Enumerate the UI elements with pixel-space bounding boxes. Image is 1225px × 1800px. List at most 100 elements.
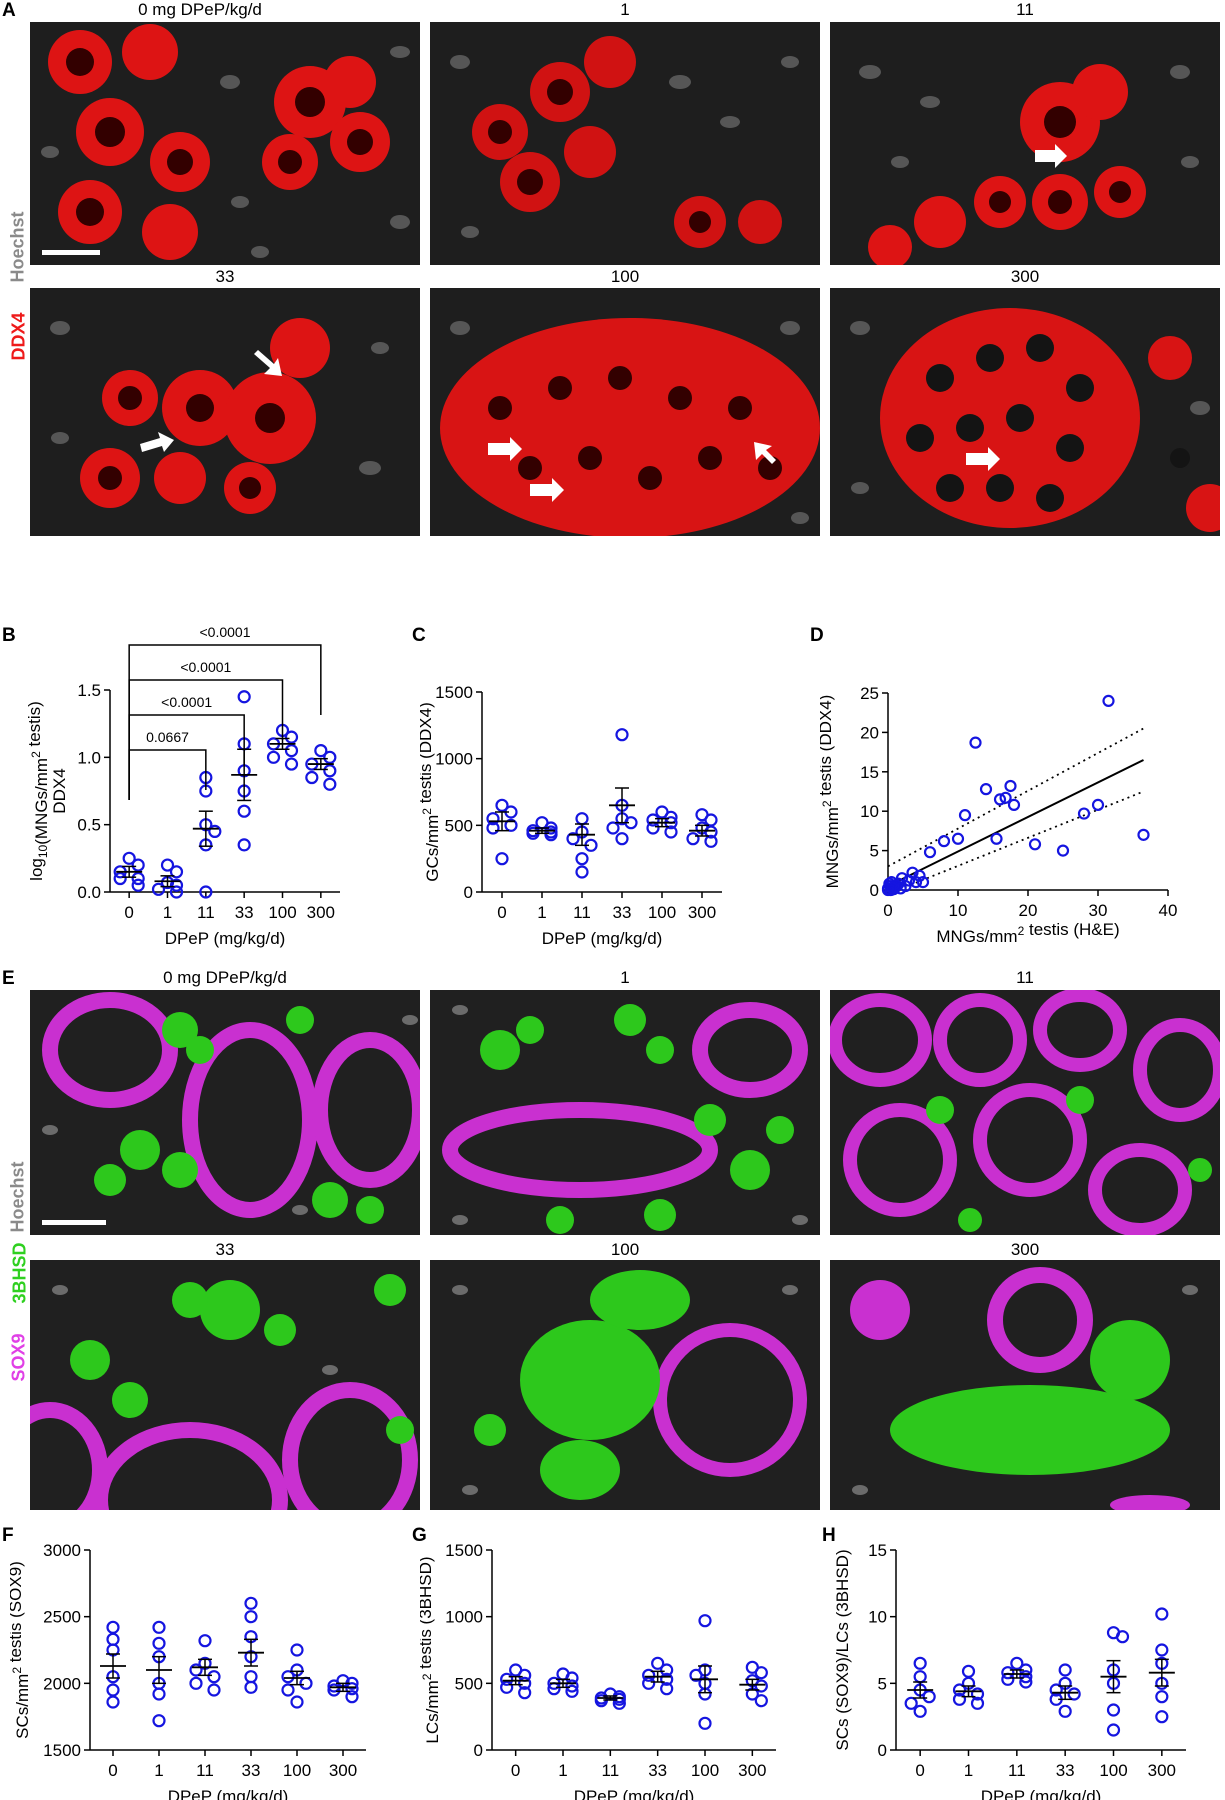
x-tick-label: 100 bbox=[1099, 1761, 1127, 1780]
data-point bbox=[1019, 1670, 1033, 1684]
data-point bbox=[131, 858, 145, 872]
data-point bbox=[958, 809, 972, 822]
x-tick-label: 300 bbox=[688, 903, 716, 922]
data-point bbox=[345, 1690, 359, 1704]
data-point bbox=[704, 825, 718, 839]
data-point bbox=[266, 750, 281, 764]
y-axis-label-2: DDX4 bbox=[50, 768, 69, 813]
y-axis-label: SCs (SOX9)/LCs (3BHSD) bbox=[833, 1549, 852, 1750]
y-tick-label: 500 bbox=[455, 1674, 483, 1693]
data-point bbox=[299, 1676, 313, 1690]
data-point bbox=[131, 871, 145, 886]
data-point bbox=[284, 757, 299, 771]
panel-h-letter: H bbox=[822, 1525, 836, 1546]
data-point bbox=[646, 821, 660, 835]
x-tick-label: 10 bbox=[949, 901, 968, 920]
x-tick-label: 40 bbox=[1159, 901, 1178, 920]
x-tick-label: 0 bbox=[915, 1761, 924, 1780]
data-point bbox=[323, 764, 337, 778]
micrograph-ddx4-4 bbox=[430, 288, 820, 536]
data-point bbox=[961, 1664, 976, 1678]
y-tick-label: 1500 bbox=[445, 1541, 483, 1560]
x-tick-label: 300 bbox=[738, 1761, 766, 1780]
y-tick-label: 1.5 bbox=[77, 681, 101, 700]
panel-a-title-0: 0 mg DPeP/kg/d bbox=[138, 0, 262, 19]
arrow-icon bbox=[754, 442, 776, 464]
data-point bbox=[323, 777, 337, 791]
data-point bbox=[922, 1690, 936, 1704]
data-point bbox=[651, 1656, 665, 1670]
chart-d: 0 5 10 15 20 25 0 10 20 30 40 MNGs/mm2 testis (H&E)… bbox=[820, 684, 1178, 946]
scale-bar bbox=[42, 1220, 106, 1225]
data-point bbox=[894, 882, 907, 895]
panel-c-letter: C bbox=[412, 625, 426, 646]
data-point bbox=[237, 838, 251, 852]
data-point bbox=[327, 1679, 341, 1693]
y-axis-label: log10(MNGs/mm2 testis) bbox=[25, 701, 51, 881]
data-point bbox=[504, 818, 518, 832]
data-point bbox=[122, 851, 136, 865]
data-point bbox=[923, 846, 937, 859]
data-point bbox=[152, 1714, 166, 1728]
y-axis-label: SCs/mm2 testis (SOX9) bbox=[10, 1561, 32, 1739]
data-point bbox=[952, 1683, 967, 1697]
data-point bbox=[916, 876, 930, 889]
data-point bbox=[999, 791, 1012, 804]
micrograph-sox9-4 bbox=[430, 1260, 820, 1510]
data-point bbox=[327, 1683, 341, 1697]
data-point bbox=[208, 824, 222, 838]
data-point bbox=[698, 1716, 712, 1730]
data-point bbox=[1106, 1723, 1121, 1737]
y-axis-label: GCs/mm2 testis (DDX4) bbox=[420, 702, 442, 882]
data-point bbox=[1102, 694, 1115, 707]
x-axis-label: DPeP (mg/kg/d) bbox=[542, 929, 663, 948]
data-point bbox=[1058, 1663, 1072, 1677]
micrograph-ddx4-1 bbox=[430, 22, 820, 265]
data-point bbox=[106, 1632, 120, 1646]
data-point bbox=[575, 852, 589, 866]
data-point bbox=[281, 1683, 295, 1697]
y-tick-label: 10 bbox=[868, 1608, 887, 1627]
data-point bbox=[615, 832, 629, 846]
p-value-label: <0.0001 bbox=[161, 694, 212, 710]
data-point bbox=[323, 750, 337, 764]
micrograph-ddx4-3 bbox=[30, 288, 420, 536]
stain-sox9-label: SOX9 bbox=[8, 1333, 29, 1382]
y-tick-label: 0.0 bbox=[77, 883, 101, 902]
micrograph-sox9-1 bbox=[430, 990, 820, 1235]
data-point bbox=[1155, 1690, 1169, 1704]
y-tick-label: 5 bbox=[878, 1674, 887, 1693]
y-tick-label: 3000 bbox=[43, 1541, 81, 1560]
data-point bbox=[913, 1704, 927, 1718]
data-point bbox=[106, 1683, 120, 1697]
panel-a-letter: A bbox=[2, 0, 16, 21]
data-point bbox=[160, 858, 175, 872]
x-tick-label: 0 bbox=[108, 1761, 117, 1780]
x-tick-label: 11 bbox=[573, 903, 591, 922]
panel-e-title-2: 11 bbox=[1016, 968, 1034, 987]
data-point bbox=[1155, 1643, 1169, 1657]
data-point bbox=[1007, 798, 1021, 811]
arrow-icon bbox=[254, 350, 282, 376]
data-point bbox=[698, 1614, 712, 1628]
data-point bbox=[207, 1683, 221, 1697]
data-point bbox=[113, 871, 127, 886]
y-tick-label: 5 bbox=[870, 842, 879, 861]
data-point bbox=[152, 1636, 166, 1650]
data-point bbox=[754, 1679, 768, 1693]
panel-e-title-4: 100 bbox=[610, 1240, 640, 1259]
x-tick-label: 300 bbox=[307, 903, 335, 922]
y-tick-label: 10 bbox=[860, 802, 879, 821]
data-point bbox=[606, 821, 620, 835]
data-point bbox=[244, 1610, 258, 1624]
micrograph-sox9-0 bbox=[30, 990, 420, 1235]
y-tick-label: 0 bbox=[474, 1741, 483, 1760]
data-point bbox=[244, 1670, 258, 1684]
data-point bbox=[937, 835, 951, 848]
data-point bbox=[305, 770, 319, 785]
data-point bbox=[913, 1670, 927, 1684]
data-point bbox=[314, 744, 328, 758]
